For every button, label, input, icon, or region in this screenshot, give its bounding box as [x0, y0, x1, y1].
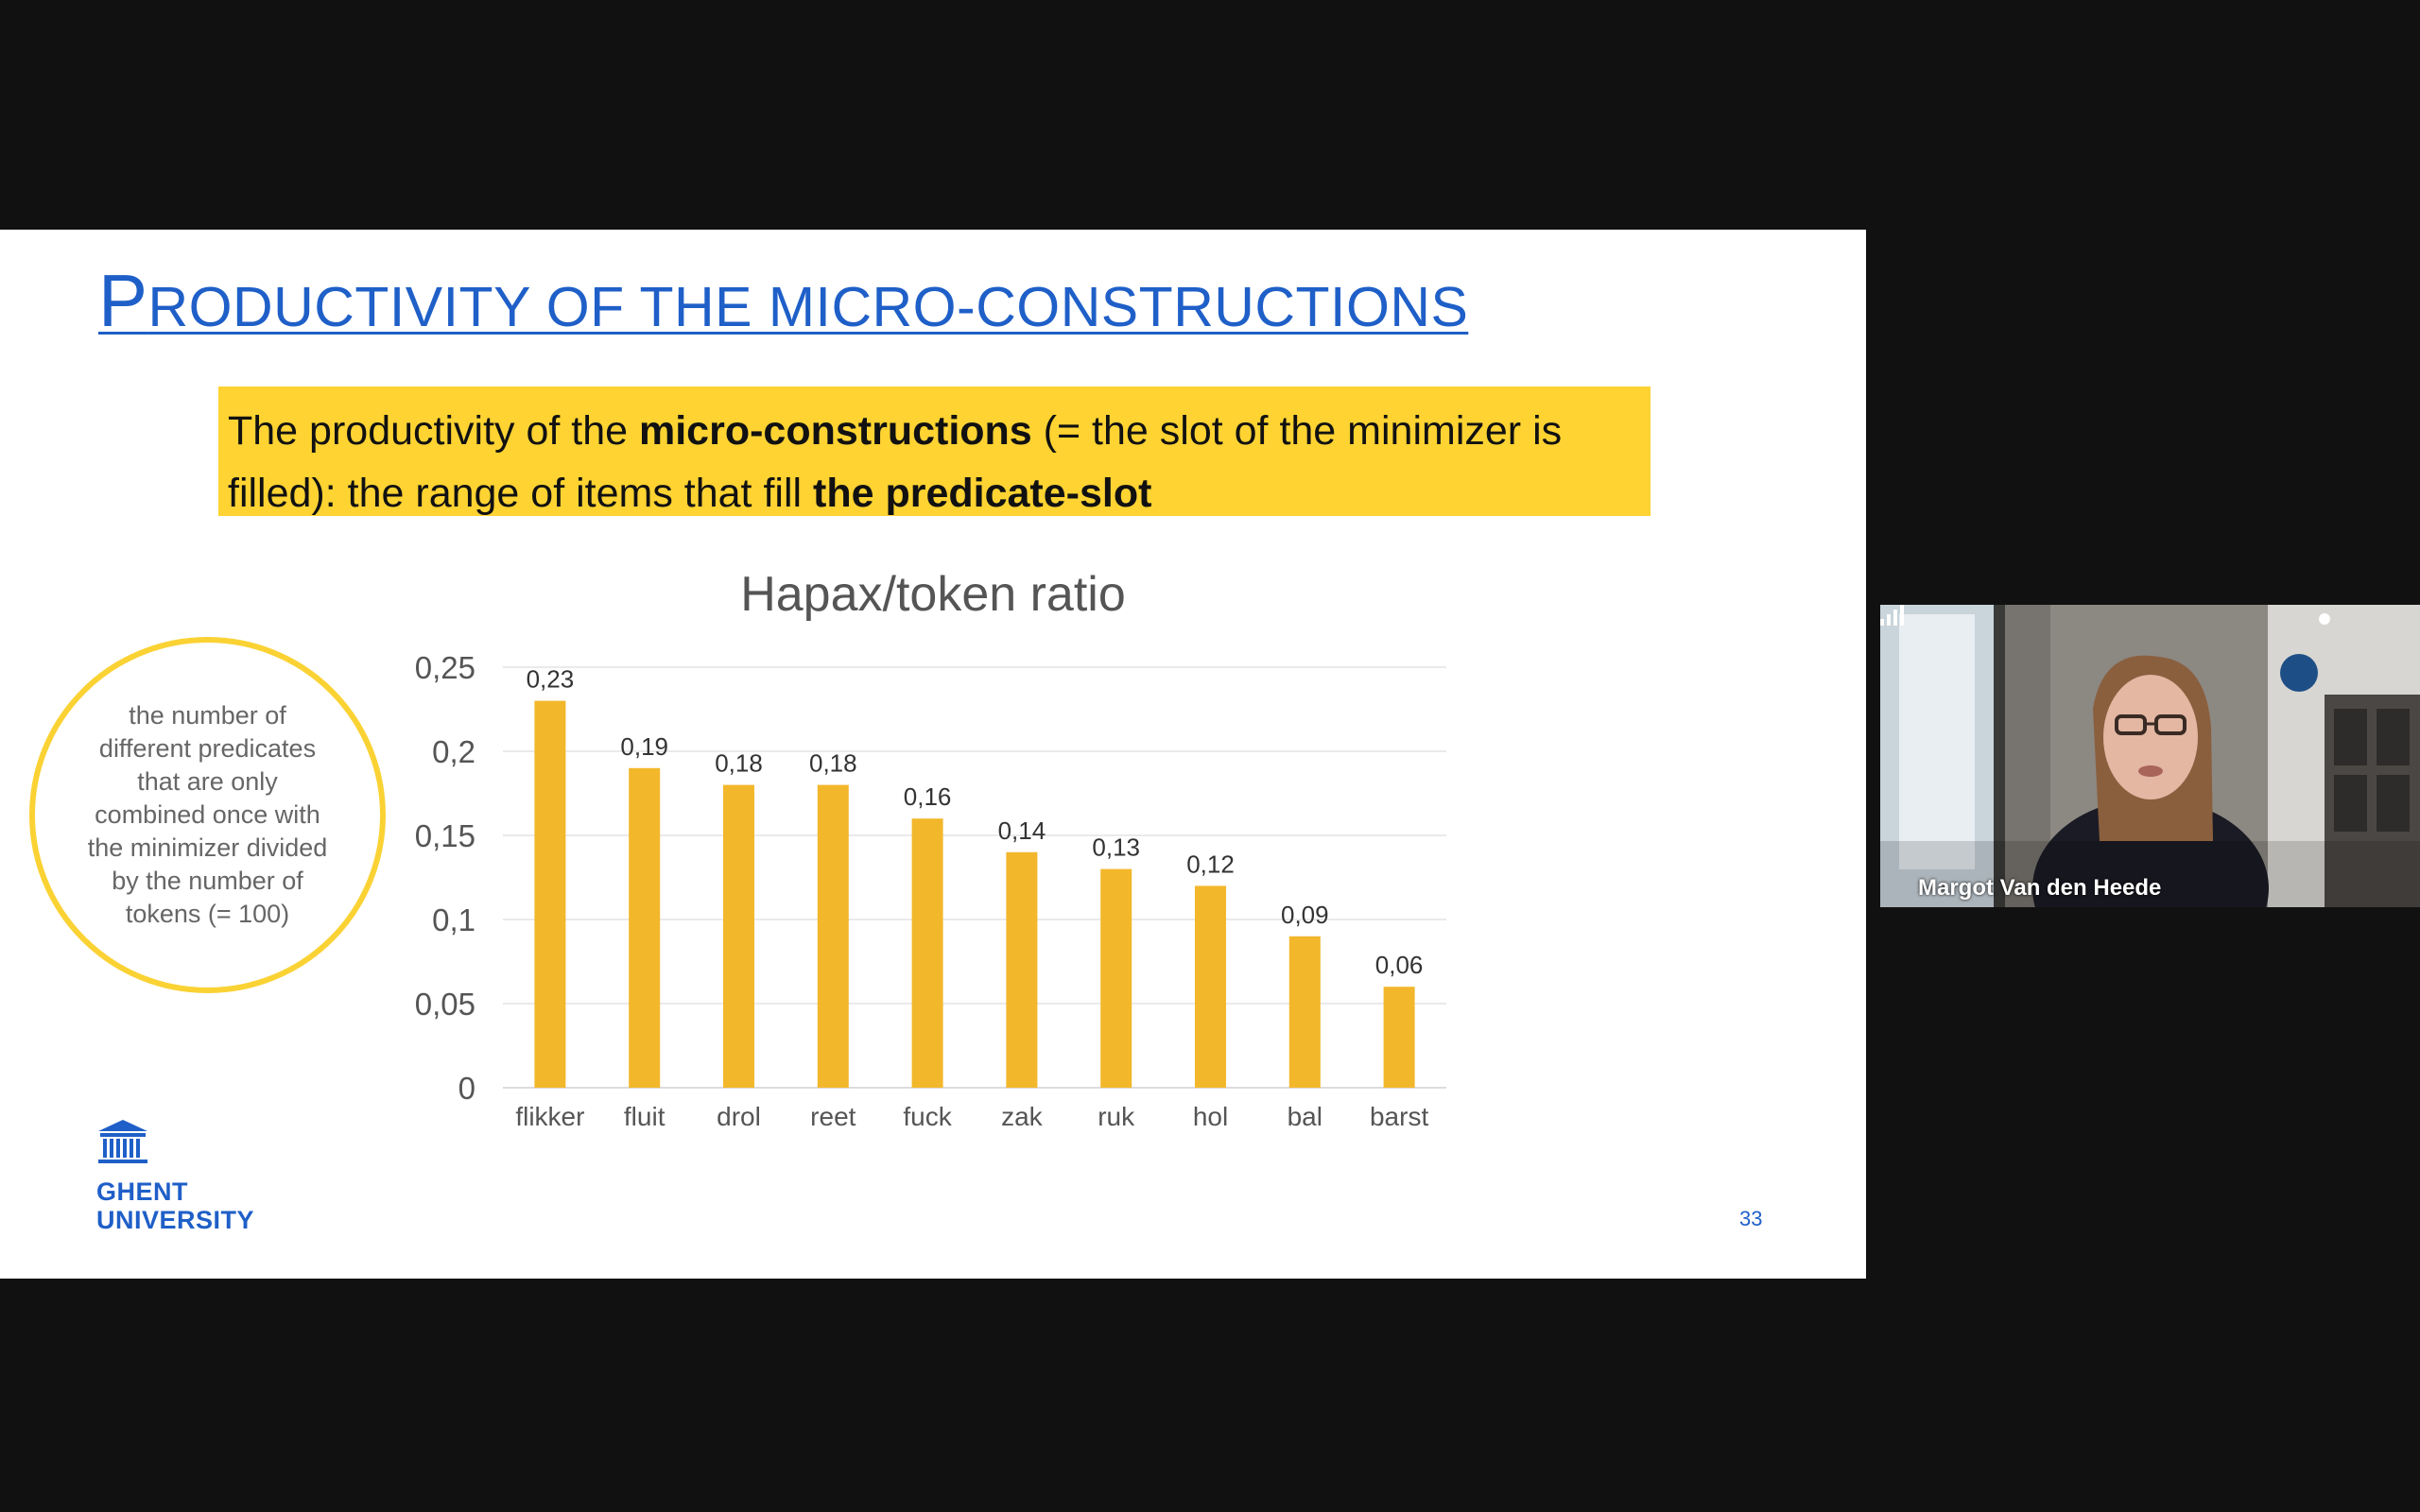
bar-drol — [723, 784, 754, 1088]
participant-video-tile[interactable]: Margot Van den Heede — [1880, 605, 2420, 907]
x-tick-label: ruk — [1098, 1102, 1135, 1131]
chart-y-ticks: 0 0,05 0,1 0,15 0,2 0,25 — [415, 650, 475, 1106]
x-tick-label: fluit — [624, 1102, 666, 1131]
data-label: 0,09 — [1281, 901, 1329, 929]
bar-chart: Hapax/token ratio 0 0,05 0,1 0,15 0,2 0,25 0,… — [415, 567, 1446, 1131]
definition-text-2: (= the slot of the minimizer is filled):… — [228, 408, 1563, 516]
page-number: 33 — [1739, 1207, 1763, 1230]
definition-box: The productivity of the micro-constructi… — [218, 387, 1651, 516]
y-tick-label: 0,1 — [432, 902, 475, 937]
bar-fluit — [629, 767, 661, 1088]
chart-bars — [534, 700, 1415, 1088]
y-tick-label: 0,05 — [415, 987, 475, 1022]
ghent-university-logo: GHENT UNIVERSITY — [96, 1118, 285, 1234]
presentation-slide: PRODUCTIVITY OF THE MICRO-CONSTRUCTIONS … — [0, 230, 1866, 1279]
data-label: 0,23 — [527, 665, 575, 694]
x-tick-label: barst — [1370, 1102, 1428, 1131]
bar-barst — [1383, 987, 1415, 1088]
signal-strength-icon — [1880, 605, 1904, 626]
data-label: 0,06 — [1375, 951, 1424, 979]
bar-flikker — [534, 700, 566, 1088]
bar-reet — [817, 784, 849, 1088]
university-building-icon — [98, 1120, 147, 1163]
chart-gridlines — [503, 666, 1446, 1089]
x-tick-label: zak — [1001, 1102, 1044, 1131]
bar-hol — [1195, 885, 1226, 1088]
chart-data-labels: 0,23 0,19 0,18 0,18 0,16 0,14 0,13 0,12 0,09 0,06 — [527, 665, 1424, 980]
data-label: 0,16 — [904, 782, 952, 811]
x-tick-label: bal — [1288, 1102, 1322, 1131]
y-tick-label: 0,25 — [415, 650, 475, 685]
x-tick-label: hol — [1193, 1102, 1228, 1131]
bar-bal — [1288, 936, 1321, 1088]
data-label: 0,13 — [1092, 833, 1140, 862]
y-tick-label: 0,15 — [415, 818, 475, 853]
x-tick-label: reet — [810, 1102, 856, 1131]
y-tick-label: 0,2 — [432, 734, 475, 769]
chart-title: Hapax/token ratio — [740, 567, 1126, 622]
participant-video-feed — [1880, 605, 2420, 907]
x-tick-label: fuck — [903, 1102, 952, 1131]
bar-zak — [1006, 851, 1038, 1088]
x-tick-label: flikker — [515, 1102, 584, 1131]
slide-title-initial: P — [98, 259, 148, 342]
definition-text-1: The productivity of the — [228, 408, 639, 454]
chart-x-ticks: flikker fluit drol reet fuck zak ruk hol bal bars… — [515, 1102, 1428, 1131]
note-text: the number of different predicates that … — [87, 701, 328, 928]
data-label: 0,12 — [1186, 850, 1235, 878]
y-tick-label: 0 — [458, 1071, 475, 1106]
bar-ruk — [1100, 868, 1132, 1088]
data-label: 0,18 — [809, 749, 857, 778]
definition-bold-1: micro-constructions — [639, 408, 1032, 454]
data-label: 0,18 — [715, 749, 763, 778]
definition-bold-2: the predicate-slot — [813, 471, 1152, 516]
slide-title: PRODUCTIVITY OF THE MICRO-CONSTRUCTIONS — [98, 258, 1468, 344]
logo-text: GHENT UNIVERSITY — [96, 1177, 285, 1234]
logo-line-university: UNIVERSITY — [96, 1206, 255, 1234]
logo-line-ghent: GHENT — [96, 1177, 188, 1206]
data-label: 0,14 — [998, 816, 1046, 845]
x-tick-label: drol — [717, 1102, 761, 1131]
slide-title-rest: RODUCTIVITY OF THE MICRO-CONSTRUCTIONS — [147, 276, 1469, 338]
data-label: 0,19 — [620, 732, 668, 761]
participant-name: Margot Van den Heede — [1918, 875, 2162, 901]
bar-fuck — [911, 818, 943, 1088]
note-circle: the number of different predicates that … — [29, 637, 386, 993]
